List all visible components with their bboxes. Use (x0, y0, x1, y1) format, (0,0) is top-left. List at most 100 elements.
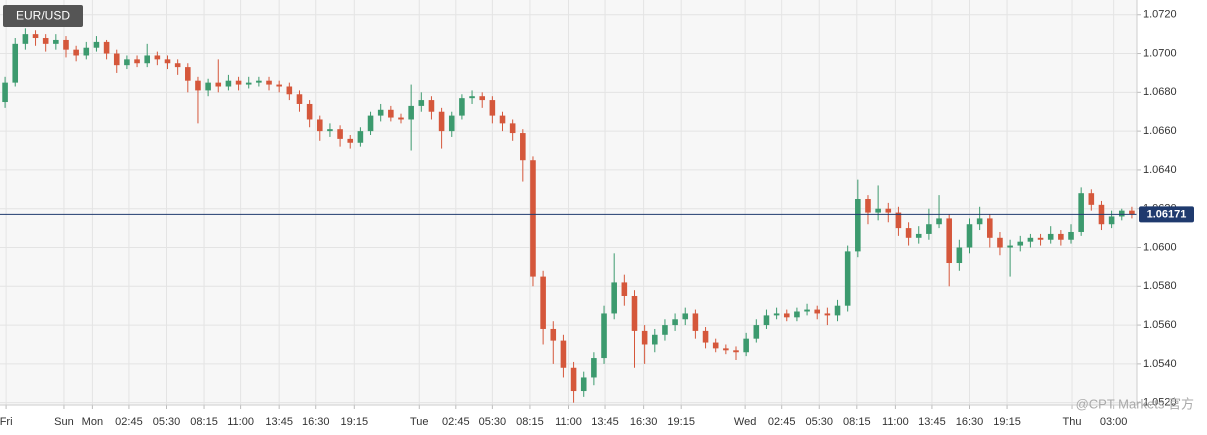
x-tick-label: 16:30 (630, 416, 658, 428)
candle-body (662, 325, 668, 335)
candle-body (256, 80, 262, 83)
candle-body (286, 86, 293, 95)
candle-body (580, 377, 587, 392)
candle-body (733, 350, 739, 353)
candle-body (306, 103, 313, 120)
candle-body (459, 98, 465, 116)
candle-body (763, 315, 770, 326)
y-tick-label: 1.0520 (1143, 397, 1177, 409)
candle-body (357, 131, 364, 143)
x-tick-label: 08:15 (843, 416, 871, 428)
x-tick-label: Thu (1063, 416, 1082, 428)
candle-body (844, 251, 851, 306)
candle-body (834, 305, 841, 316)
current-price-label: 1.06171 (1147, 209, 1187, 221)
candle-body (327, 129, 333, 132)
candle-body (347, 138, 354, 143)
candle-body (885, 208, 892, 213)
candle-body (956, 247, 963, 264)
candle-body (22, 34, 29, 44)
candle-body (520, 133, 526, 161)
x-tick-label: 08:15 (190, 416, 218, 428)
candle-body (997, 237, 1003, 248)
candle-body (651, 334, 658, 345)
candle-body (144, 55, 150, 64)
candle-body (783, 313, 790, 318)
candle-body (641, 330, 648, 345)
candle-body (377, 109, 384, 116)
candle-body (723, 348, 729, 351)
candle-body (1017, 241, 1024, 246)
candle-body (215, 82, 222, 87)
candle-body (276, 84, 282, 87)
candle-body (875, 208, 881, 213)
x-tick-label: Tue (410, 416, 429, 428)
candle-body (296, 94, 303, 104)
candle-body (428, 100, 435, 112)
candle-body (2, 82, 8, 103)
candle-body (388, 109, 394, 118)
candle-body (1108, 216, 1115, 225)
axes: 1.05201.05401.05601.05801.06001.06201.06… (0, 9, 1194, 428)
candle-body (926, 224, 932, 234)
y-tick-label: 1.0700 (1143, 47, 1177, 59)
candle-body (621, 282, 628, 296)
candle-body (905, 228, 912, 238)
candle-body (32, 34, 39, 39)
candle-body (154, 55, 161, 60)
y-tick-label: 1.0540 (1143, 358, 1177, 370)
candle-body (1068, 231, 1074, 240)
y-tick-label: 1.0560 (1143, 319, 1177, 331)
candle-body (712, 342, 719, 349)
candle-body (225, 80, 232, 87)
candle-body (185, 67, 191, 81)
x-tick-label: 19:15 (993, 416, 1021, 428)
candle-body (692, 313, 699, 331)
candle-body (530, 160, 536, 277)
candle-body (1078, 193, 1084, 232)
candle-body (124, 59, 130, 66)
candle-body (976, 218, 983, 225)
candle-body (499, 115, 506, 124)
x-tick-label: 13:45 (591, 416, 619, 428)
candle-body (773, 313, 780, 316)
x-tick-label: Mon (82, 416, 103, 428)
candle-body (174, 63, 181, 68)
y-tick-label: 1.0680 (1143, 86, 1177, 98)
candle-body (245, 82, 252, 85)
candle-body (672, 319, 678, 326)
candle-body (53, 39, 59, 44)
candle-body (63, 39, 69, 50)
candle-body (408, 105, 414, 120)
candle-body (1129, 210, 1135, 215)
x-tick-label: 02:45 (115, 416, 143, 428)
y-tick-label: 1.0600 (1143, 241, 1177, 253)
x-tick-label: 11:00 (227, 416, 254, 428)
candle-body (195, 80, 201, 91)
candle-body (448, 115, 455, 132)
x-tick-label: 16:30 (302, 416, 330, 428)
y-tick-label: 1.0580 (1143, 280, 1177, 292)
x-tick-label: 05:30 (153, 416, 181, 428)
candle-body (93, 41, 100, 48)
candle-body (337, 129, 343, 139)
candle-body (895, 212, 902, 229)
candle-body (1037, 237, 1044, 240)
candle-body (631, 295, 638, 331)
candle-body (12, 43, 19, 83)
candle-body (611, 282, 617, 314)
x-tick-label: 16:30 (956, 416, 984, 428)
candle-body (398, 117, 404, 120)
y-tick-label: 1.0640 (1143, 164, 1177, 176)
x-tick-label: Fri (0, 416, 13, 428)
candle-body (794, 311, 800, 318)
candle-body (1088, 193, 1095, 205)
candle-body (915, 233, 922, 238)
candle-body (540, 276, 546, 329)
symbol: EUR/USD (16, 9, 70, 23)
candle-body (987, 218, 993, 238)
candle-body (1047, 233, 1054, 240)
candle-body (235, 80, 242, 85)
candle-body (113, 53, 120, 66)
y-tick-label: 1.0720 (1143, 9, 1177, 21)
